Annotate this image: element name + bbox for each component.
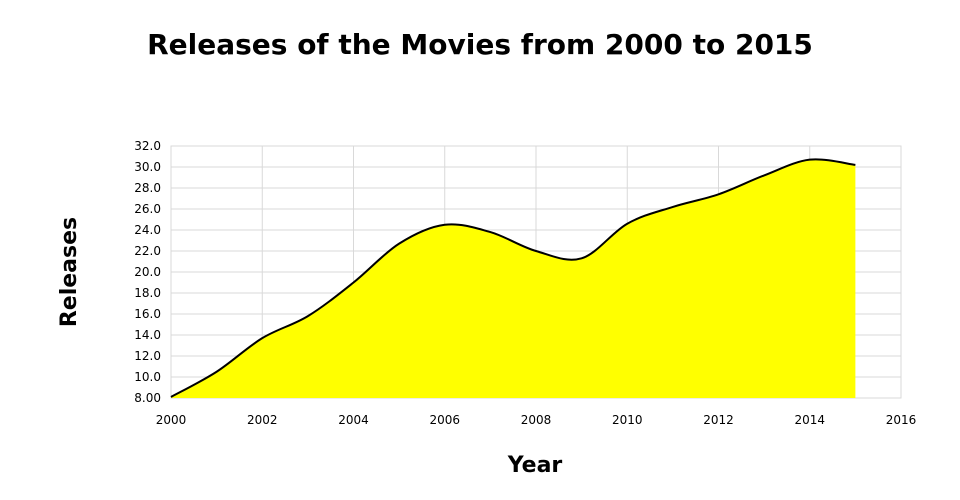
- y-axis-ticks: 8.00 10.0 12.0 14.0 16.0 18.0 20.0 22.0 24.0 26.0…: [134, 139, 161, 405]
- y-tick-label: 14.0: [134, 328, 161, 342]
- chart-title: Releases of the Movies from 2000 to 2015: [147, 28, 813, 61]
- x-tick-label: 2008: [521, 413, 552, 427]
- y-tick-label: 22.0: [134, 244, 161, 258]
- x-tick-label: 2004: [338, 413, 369, 427]
- x-tick-label: 2014: [794, 413, 825, 427]
- series-line: [170, 158, 856, 398]
- y-tick-label: 28.0: [134, 181, 161, 195]
- series-area: [171, 159, 856, 398]
- x-axis-title: Year: [507, 453, 563, 478]
- y-tick-label: 12.0: [134, 349, 161, 363]
- x-tick-label: 2002: [247, 413, 278, 427]
- x-tick-label: 2010: [612, 413, 643, 427]
- y-axis-title: Releases: [57, 217, 82, 327]
- y-tick-label: 24.0: [134, 223, 161, 237]
- x-tick-label: 2000: [156, 413, 187, 427]
- y-tick-label: 8.00: [134, 391, 161, 405]
- x-tick-label: 2012: [703, 413, 734, 427]
- y-tick-label: 30.0: [134, 160, 161, 174]
- x-axis-ticks: 2000 2002 2004 2006 2008 2010 2012 2014 2016: [156, 413, 917, 427]
- y-tick-label: 32.0: [134, 139, 161, 153]
- y-tick-label: 16.0: [134, 307, 161, 321]
- y-tick-label: 18.0: [134, 286, 161, 300]
- y-tick-label: 26.0: [134, 202, 161, 216]
- x-tick-label: 2016: [886, 413, 917, 427]
- y-tick-label: 10.0: [134, 370, 161, 384]
- x-tick-label: 2006: [429, 413, 460, 427]
- y-tick-label: 20.0: [134, 265, 161, 279]
